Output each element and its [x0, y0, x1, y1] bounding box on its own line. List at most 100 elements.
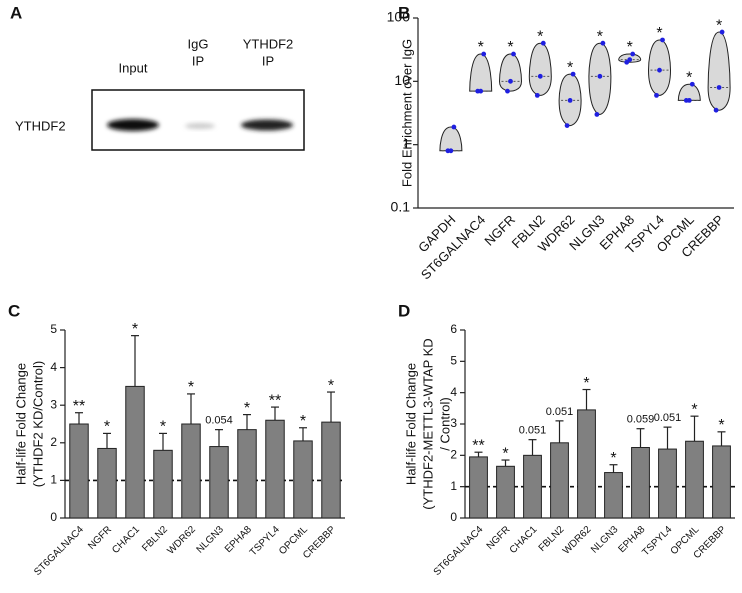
data-point [627, 57, 633, 63]
significance-label: * [244, 400, 250, 417]
y-axis-label: (YTHDF2 KD/Control) [30, 361, 45, 487]
y-tick-label: 0 [50, 510, 57, 524]
panel-label: A [10, 3, 22, 22]
bar [496, 465, 515, 519]
significance-label: * [686, 69, 692, 86]
significance-label: * [300, 413, 306, 430]
y-tick-label: 5 [50, 322, 57, 336]
x-tick-label: WDR62 [165, 524, 198, 557]
panel: C Half-life Fold Change (YTHDF2 KD/Control… [8, 301, 345, 578]
data-point [657, 67, 662, 73]
blot-band [185, 123, 215, 129]
bar [181, 423, 201, 519]
y-tick-label: 1 [450, 479, 457, 493]
y-tick-label: 10 [394, 72, 410, 88]
blot-band [107, 119, 159, 131]
significance-label: * [610, 450, 616, 467]
violin [469, 53, 493, 92]
panel-label: D [398, 301, 410, 320]
row-label: YTHDF2 [15, 118, 66, 133]
bar [604, 472, 623, 519]
y-tick-label: 2 [450, 448, 457, 462]
bar [685, 440, 704, 519]
significance-label: 0.059 [627, 414, 655, 426]
y-tick-label: 0 [450, 510, 457, 524]
significance-label: * [597, 28, 603, 45]
bar [577, 409, 596, 519]
data-point [570, 71, 576, 77]
y-tick-label: 4 [50, 360, 57, 374]
significance-label: 0.051 [519, 425, 547, 437]
lane-label: YTHDF2 [243, 36, 294, 51]
bar [237, 429, 257, 519]
significance-label: * [656, 25, 662, 42]
significance-label: * [132, 321, 138, 338]
significance-label: * [718, 417, 724, 434]
data-point [448, 148, 454, 154]
data-point [451, 124, 457, 130]
x-tick-label: ST6GALNAC4 [32, 524, 86, 578]
significance-label: * [502, 445, 508, 462]
y-tick-label: 3 [450, 416, 457, 430]
y-tick-label: 6 [450, 322, 457, 336]
data-point [537, 73, 543, 79]
data-point [689, 81, 695, 87]
data-point [630, 51, 636, 57]
significance-label: * [507, 39, 513, 56]
x-tick-label: CHAC1 [508, 524, 540, 556]
data-point [654, 92, 659, 98]
data-point [597, 73, 603, 79]
data-point [567, 97, 573, 103]
data-point [594, 112, 600, 117]
data-point [600, 40, 606, 46]
y-tick-label: 3 [50, 397, 57, 411]
violin [498, 53, 523, 92]
x-tick-label: NLGN3 [589, 524, 621, 556]
violin [677, 83, 701, 101]
significance-label: * [328, 377, 334, 394]
lane-label: IP [192, 53, 204, 68]
y-tick-label: 2 [50, 435, 57, 449]
x-tick-label: TSPYL4 [248, 524, 282, 558]
violin [707, 31, 731, 111]
significance-label: 0.051 [654, 412, 682, 424]
bar [153, 449, 173, 519]
significance-label: * [188, 379, 194, 396]
data-point [481, 51, 487, 57]
data-point [686, 97, 692, 103]
bar [321, 421, 341, 519]
significance-label: * [691, 401, 697, 418]
data-point [505, 88, 510, 94]
significance-label: ** [472, 437, 484, 454]
y-axis-label: Fold Enrichment over IgG [399, 39, 414, 187]
y-tick-label: 1 [402, 135, 410, 151]
violin [588, 42, 612, 115]
data-point [719, 29, 725, 35]
significance-label: * [160, 419, 166, 436]
data-point [716, 85, 722, 90]
violin [528, 42, 552, 96]
bar [712, 445, 731, 519]
bar [265, 419, 285, 519]
significance-label: * [716, 17, 722, 34]
bar [631, 447, 650, 519]
lane-label: IgG [188, 36, 209, 51]
bar [550, 442, 569, 519]
panel-a: A Input IgG IP YTHDF2 IP YTHDF2 [10, 3, 305, 151]
x-tick-label: ST6GALNAC4 [432, 524, 486, 578]
panel: D Half-life Fold Change (YTHDF2-METTL3-WTA… [398, 301, 735, 578]
data-point [534, 92, 540, 98]
significance-label: ** [269, 392, 281, 409]
bar [293, 440, 313, 519]
data-point [511, 51, 516, 57]
x-tick-label: WDR62 [561, 524, 594, 557]
data-point [713, 107, 719, 113]
violin [647, 39, 672, 96]
significance-label: 0.051 [546, 406, 574, 418]
data-point [508, 78, 513, 84]
data-point [478, 88, 484, 94]
bar [523, 454, 542, 519]
bar [69, 423, 89, 519]
bar [658, 448, 677, 519]
